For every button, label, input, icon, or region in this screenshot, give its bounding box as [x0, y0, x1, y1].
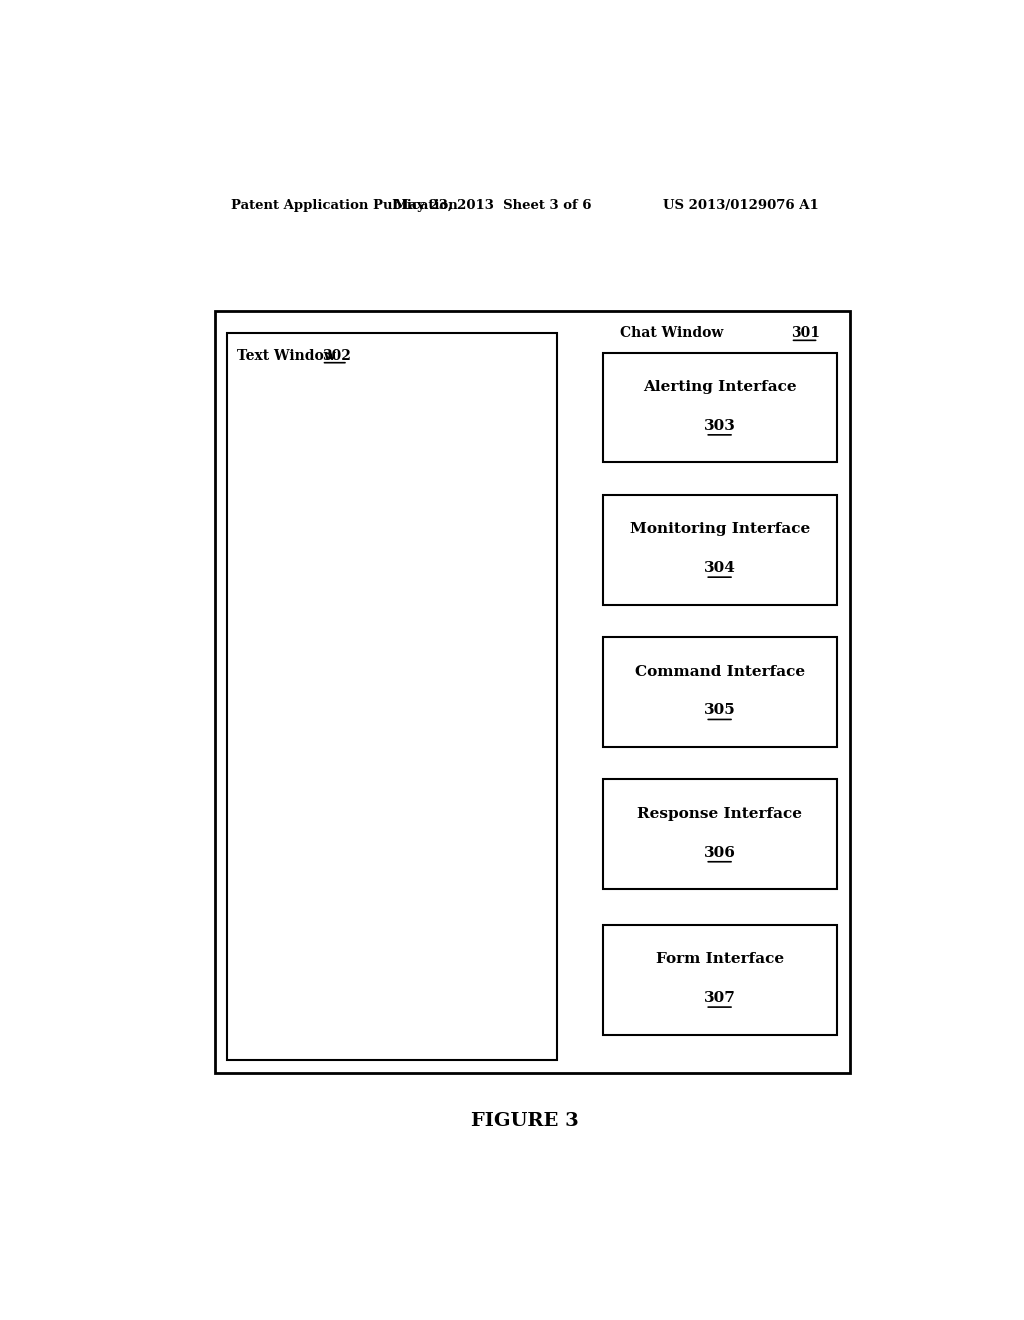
- Text: 304: 304: [703, 561, 735, 576]
- FancyBboxPatch shape: [227, 333, 557, 1060]
- Text: Response Interface: Response Interface: [637, 807, 802, 821]
- FancyBboxPatch shape: [602, 779, 837, 890]
- FancyBboxPatch shape: [215, 312, 850, 1073]
- FancyBboxPatch shape: [602, 352, 837, 462]
- Text: FIGURE 3: FIGURE 3: [471, 1111, 579, 1130]
- Text: Command Interface: Command Interface: [635, 665, 805, 678]
- Text: Alerting Interface: Alerting Interface: [643, 380, 797, 395]
- Text: Monitoring Interface: Monitoring Interface: [630, 523, 810, 536]
- Text: 301: 301: [791, 326, 819, 341]
- Text: Chat Window: Chat Window: [620, 326, 728, 341]
- Text: US 2013/0129076 A1: US 2013/0129076 A1: [663, 198, 818, 211]
- Text: May 23, 2013  Sheet 3 of 6: May 23, 2013 Sheet 3 of 6: [394, 198, 592, 211]
- FancyBboxPatch shape: [602, 638, 837, 747]
- FancyBboxPatch shape: [602, 925, 837, 1035]
- Text: 303: 303: [703, 418, 735, 433]
- FancyBboxPatch shape: [602, 495, 837, 605]
- Text: 307: 307: [703, 991, 735, 1005]
- Text: Form Interface: Form Interface: [655, 952, 783, 966]
- Text: 306: 306: [703, 846, 735, 859]
- Text: Text Window: Text Window: [237, 348, 340, 363]
- Text: 302: 302: [322, 348, 350, 363]
- Text: 305: 305: [703, 704, 735, 717]
- Text: Patent Application Publication: Patent Application Publication: [231, 198, 458, 211]
